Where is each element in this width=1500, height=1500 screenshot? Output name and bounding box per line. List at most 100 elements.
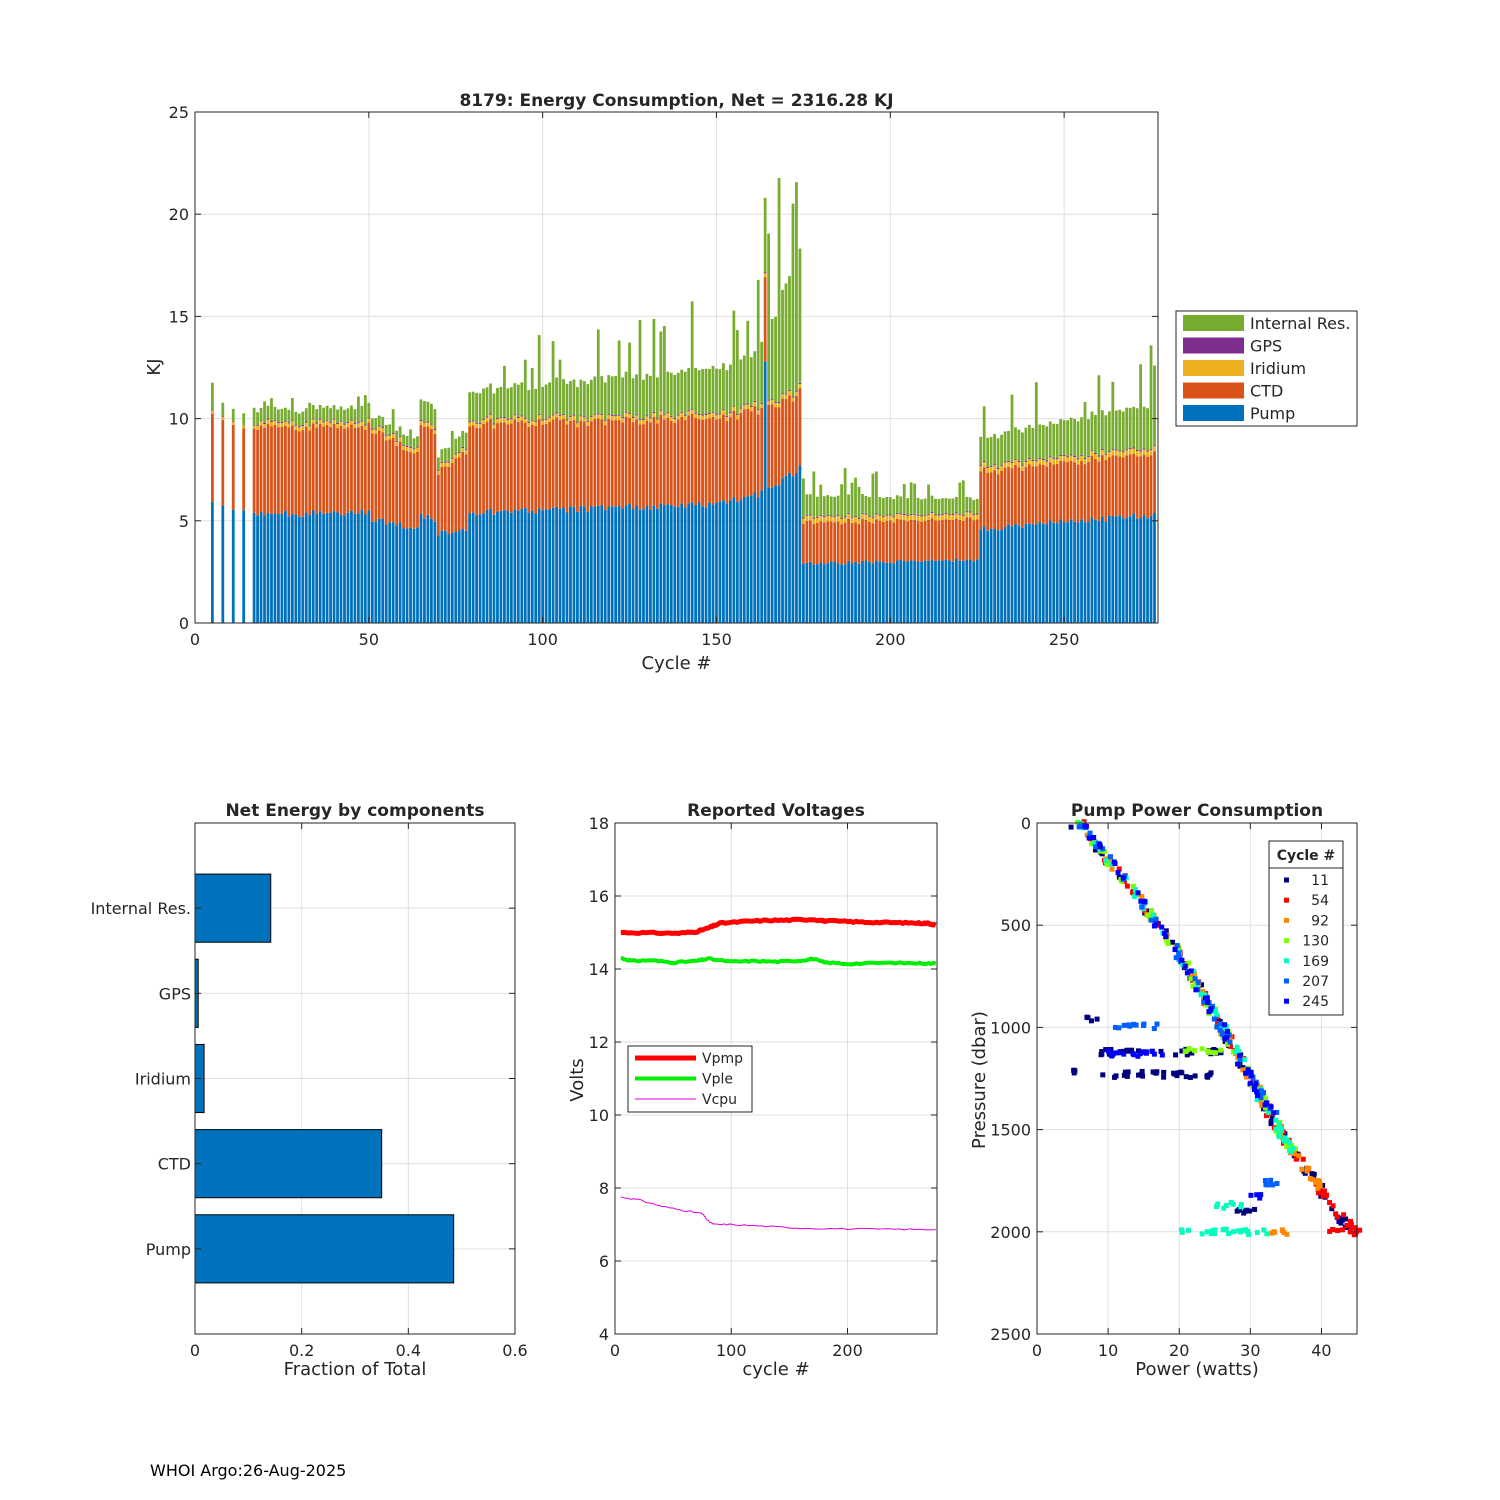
- energy-bar-irid: [360, 421, 364, 426]
- components-xtick-label: 0.4: [396, 1341, 421, 1360]
- pump-legend-marker: [1284, 877, 1289, 883]
- pump-point: [1184, 1052, 1190, 1058]
- energy-bar-ir: [370, 418, 374, 429]
- pump-point: [1262, 1178, 1268, 1184]
- energy-bar-ctd: [1153, 451, 1156, 513]
- energy-bar-ctd: [690, 413, 694, 503]
- energy-bar-pump: [805, 562, 809, 623]
- energy-bar-gps: [1059, 454, 1063, 456]
- energy-bar-ctd: [1034, 466, 1038, 525]
- energy-bar-ctd: [308, 430, 312, 515]
- pump-point: [1311, 1171, 1317, 1177]
- energy-bar-ctd: [1021, 470, 1024, 528]
- pump-point: [1235, 1061, 1241, 1067]
- energy-bar-irid: [774, 403, 777, 408]
- energy-bar-irid: [1038, 459, 1042, 465]
- energy-bar-ir: [875, 471, 878, 514]
- energy-bar-irid: [562, 414, 565, 420]
- energy-bar-pump: [868, 561, 871, 623]
- energy-bar-irid: [888, 515, 892, 521]
- energy-bar-ctd: [457, 457, 461, 531]
- energy-bar-gps: [423, 421, 426, 423]
- energy-bar-pump: [840, 564, 844, 623]
- pump-point: [1268, 1104, 1274, 1110]
- pump-frame: [1036, 822, 1358, 1335]
- energy-legend-swatch: [1183, 315, 1244, 331]
- energy-bar-gps: [464, 449, 468, 451]
- energy-bar-pump: [850, 563, 854, 623]
- energy-bar-ctd: [1114, 455, 1118, 517]
- energy-bar-ctd: [499, 422, 503, 511]
- pump-point: [1296, 1153, 1302, 1159]
- energy-bar-irid: [1083, 459, 1087, 465]
- energy-bar-gps: [728, 412, 732, 414]
- energy-bar-pump: [402, 528, 405, 623]
- energy-bar-gps: [350, 419, 353, 421]
- energy-bar-ir: [562, 379, 565, 414]
- energy-bar-irid: [666, 413, 670, 418]
- energy-bar-ir: [934, 498, 937, 515]
- energy-bar-pump: [937, 560, 941, 623]
- energy-bar-gps: [659, 409, 663, 411]
- voltages-ytick-label: 16: [589, 887, 609, 906]
- pump-point: [1180, 962, 1186, 968]
- energy-bar-pump: [711, 504, 715, 623]
- energy-bar-ctd: [631, 422, 635, 510]
- pump-point: [1206, 1009, 1212, 1015]
- energy-bar-ctd: [958, 519, 962, 561]
- energy-bar-pump: [468, 513, 472, 623]
- energy-bar-irid: [416, 447, 419, 452]
- energy-bar-ir: [242, 413, 246, 425]
- energy-bar-gps: [760, 402, 764, 404]
- energy-xtick-label: 100: [527, 630, 558, 649]
- energy-bar-ctd: [589, 421, 593, 507]
- energy-bar-irid: [1052, 459, 1056, 465]
- energy-bar-ir: [548, 382, 551, 417]
- energy-bar-ir: [530, 368, 534, 420]
- energy-bar-pump: [756, 497, 760, 623]
- energy-bar-irid: [777, 402, 781, 408]
- energy-bar-irid: [631, 418, 635, 423]
- pump-point: [1104, 861, 1110, 867]
- energy-bar-pump: [843, 564, 847, 623]
- pump-point: [1234, 1044, 1240, 1050]
- energy-bar-pump: [541, 510, 545, 623]
- energy-bar-pump: [297, 516, 301, 623]
- pump-point: [1122, 1069, 1128, 1075]
- energy-bar-gps: [582, 416, 586, 418]
- energy-bar-gps: [680, 411, 684, 413]
- energy-bar-gps: [485, 416, 489, 418]
- pump-point: [1273, 1117, 1279, 1123]
- energy-bar-pump: [409, 527, 412, 623]
- pump-point: [1085, 1015, 1091, 1021]
- pump-point: [1190, 983, 1196, 989]
- pump-point: [1151, 1026, 1157, 1032]
- energy-bar-irid: [332, 419, 336, 424]
- pump-point: [1262, 1105, 1268, 1111]
- energy-bar-gps: [586, 420, 590, 422]
- energy-bar-gps: [791, 396, 795, 398]
- energy-bar-pump: [1076, 522, 1080, 623]
- pump-point: [1210, 1049, 1216, 1055]
- energy-bar-ctd: [906, 521, 910, 562]
- energy-bar-gps: [541, 419, 545, 421]
- energy-bar-pump: [1107, 515, 1111, 623]
- energy-bar-ctd: [920, 521, 923, 562]
- energy-bar-gps: [332, 418, 336, 420]
- energy-bar-ir: [1073, 418, 1076, 456]
- energy-bar-pump: [854, 561, 857, 623]
- energy-bar-pump: [520, 508, 524, 623]
- energy-bar-ir: [725, 370, 729, 416]
- energy-bar-ir: [854, 477, 857, 517]
- energy-bar-ctd: [210, 413, 214, 502]
- pump-point: [1227, 1039, 1233, 1045]
- energy-bar-pump: [906, 561, 910, 623]
- energy-bar-irid: [489, 414, 492, 419]
- energy-bar-irid: [454, 454, 458, 459]
- energy-bar-gps: [822, 516, 826, 518]
- pump-point: [1159, 1052, 1165, 1058]
- pump-point: [1211, 1016, 1217, 1022]
- pump-point: [1217, 1021, 1223, 1027]
- energy-bar-irid: [840, 519, 844, 525]
- energy-bar-ir: [603, 382, 607, 421]
